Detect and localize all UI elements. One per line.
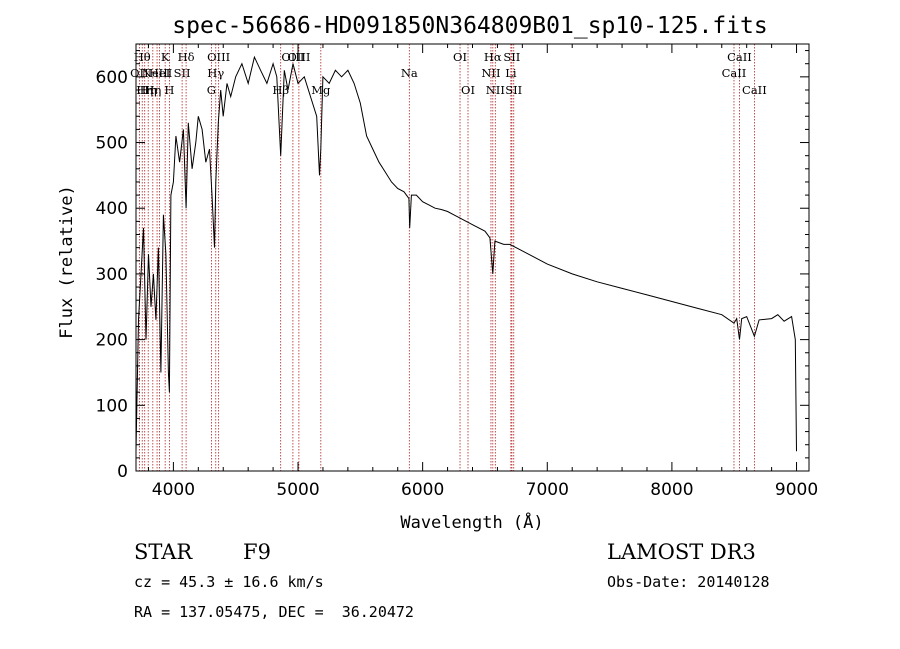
line-label: Hγ <box>207 66 224 80</box>
y-tick-label: 600 <box>96 68 128 88</box>
line-label: OI <box>453 50 467 64</box>
line-label: CaII <box>727 50 752 64</box>
line-label: OI <box>461 83 475 97</box>
line-label: H <box>164 83 174 97</box>
spectrum-line <box>135 55 797 452</box>
line-label: Hδ <box>178 50 195 64</box>
line-label: CaII <box>742 83 767 97</box>
line-label: OIII <box>281 50 304 64</box>
y-tick-label: 300 <box>96 265 128 285</box>
line-label: G <box>207 83 216 97</box>
line-label: K <box>161 50 170 64</box>
line-label: Na <box>401 66 418 80</box>
y-tick-label: 400 <box>96 199 128 219</box>
line-label: Hη <box>136 83 153 97</box>
line-label: OIII <box>287 50 310 64</box>
object-class: STAR <box>134 540 193 564</box>
line-markers <box>138 44 755 471</box>
line-label: Hθ <box>134 50 151 64</box>
redshift-cz: cz = 45.3 ± 16.6 km/s <box>134 573 324 591</box>
x-tick-label: 7000 <box>526 480 569 500</box>
line-label: NII <box>486 83 505 97</box>
x-axis-ticks: 4000 5000 6000 7000 8000 9000 <box>147 44 818 500</box>
y-tick-label: 200 <box>96 331 128 351</box>
observation-date: Obs-Date: 20140128 <box>607 573 770 591</box>
x-axis-label: Wavelength (Å) <box>400 511 543 533</box>
y-axis-label: Flux (relative) <box>57 185 77 339</box>
line-label: SII <box>505 83 522 97</box>
y-tick-label: 500 <box>96 134 128 154</box>
y-tick-label: 100 <box>96 396 128 416</box>
coordinates: RA = 137.05475, DEC = 36.20472 <box>134 603 414 621</box>
object-subclass: F9 <box>243 540 271 564</box>
line-label: OIII <box>207 50 230 64</box>
x-tick-label: 6000 <box>401 480 444 500</box>
x-tick-label: 5000 <box>276 480 319 500</box>
line-labels: OIIHθHηHηHηNeIIIHeIKHSIIHδGHγOIIIHβOIIIO… <box>130 50 767 97</box>
line-label: Hη <box>140 83 157 97</box>
x-tick-label: 8000 <box>650 480 693 500</box>
line-label: HeI <box>149 66 170 80</box>
plot-frame <box>135 43 810 472</box>
line-label: Hα <box>484 50 502 64</box>
line-label: Li <box>505 66 517 80</box>
chart-title: spec-56686-HD091850N364809B01_sp10-125.f… <box>172 13 767 39</box>
line-label: NeIII <box>142 66 173 80</box>
x-tick-label: 4000 <box>152 480 195 500</box>
line-label: Hη <box>144 83 161 97</box>
line-label: SII <box>174 66 191 80</box>
line-label: Hβ <box>272 83 289 97</box>
line-label: NII <box>481 66 500 80</box>
line-label: CaII <box>722 66 747 80</box>
line-label: SII <box>503 50 520 64</box>
x-tick-label: 9000 <box>775 480 818 500</box>
survey-name: LAMOST DR3 <box>607 540 756 564</box>
line-label: Mg <box>311 83 331 97</box>
y-axis-ticks: 0 100 200 300 400 500 600 <box>96 50 809 482</box>
y-tick-label: 0 <box>117 462 128 482</box>
